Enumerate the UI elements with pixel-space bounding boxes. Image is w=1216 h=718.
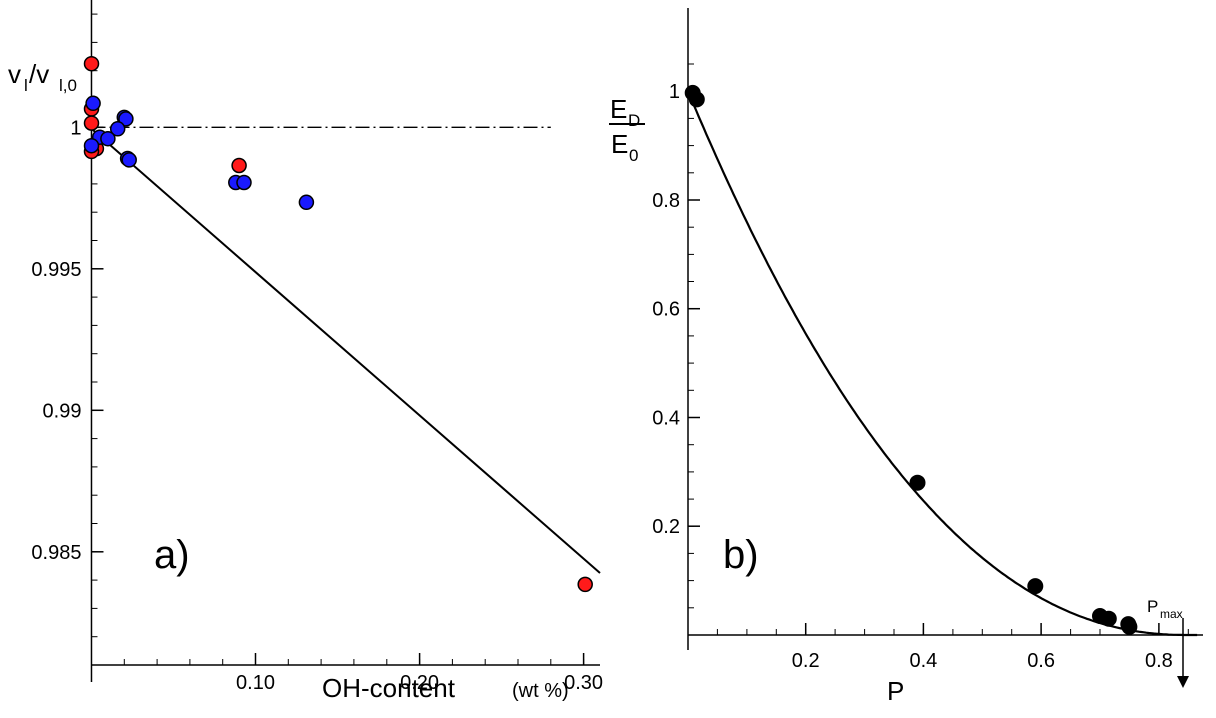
panel-b-ylabel-den-sub: 0: [629, 146, 638, 165]
panel-a-blue-point: [83, 137, 100, 154]
panel-b: 0.2 0.4 0.6 0.8 1 0.2 0.4 0.6 0.8: [652, 8, 1203, 672]
panel-a-blue-point: [298, 194, 315, 211]
panel-a-xlabel: OH-content: [322, 673, 456, 703]
panel-a-x-tick-label: 0.20: [400, 672, 439, 694]
panel-a-blue-point: [118, 111, 134, 127]
panel-b-x-tick-label: 0.6: [1027, 650, 1055, 672]
panel-a-blue-point: [121, 152, 137, 168]
panel-a-blue-point: [236, 174, 252, 191]
panel-a-red-point: [83, 115, 100, 131]
panel-a-y-tick-label: 0.99: [43, 400, 82, 422]
panel-b-y-tick-label: 0.2: [652, 516, 680, 538]
panel-a-fit-line: [90, 128, 601, 574]
panel-b-x-tick-label: 0.8: [1145, 650, 1173, 672]
pmax-annotation: P max: [1147, 597, 1189, 688]
panel-b-ylabel-num-sub: D: [628, 111, 640, 130]
panel-a-blue-point: [100, 130, 116, 147]
panel-a-ylabel-denom-sub: l,0: [59, 76, 77, 95]
panel-a-blue-point: [85, 95, 101, 112]
panel-a-x-tick-label: 0.10: [236, 672, 275, 694]
panel-a: 0.985 0.99 0.995 1 0.10 0.20 0.30: [31, 0, 603, 694]
panel-b-point: [1100, 610, 1117, 627]
panel-b-xlabel: P: [887, 676, 904, 706]
panel-a-red-point: [577, 576, 593, 593]
panel-b-ylabel-num: E: [610, 94, 627, 124]
panel-b-point: [688, 91, 705, 108]
panel-b-y-tick-label: 0.4: [652, 408, 680, 430]
panel-b-point: [909, 474, 926, 491]
panel-a-ylabel-sub: l: [24, 76, 28, 95]
panel-a-y-tick-label: 0.995: [31, 259, 81, 281]
panel-a-y-tick-label: 0.985: [31, 542, 81, 564]
panel-a-y-tick-label: 1: [70, 117, 81, 139]
panel-b-y-tick-label: 1: [669, 81, 680, 103]
pmax-label: P: [1147, 597, 1158, 616]
panel-b-x-tick-label: 0.2: [792, 650, 820, 672]
panel-a-blue-point: [109, 121, 126, 137]
panel-a-x-tick-label: 0.30: [564, 672, 603, 694]
panel-a-ylabel-denom: /v: [29, 59, 49, 89]
panel-a-red-point: [231, 157, 247, 174]
panel-b-y-tick-label: 0.6: [652, 299, 680, 321]
panel-a-ylabel-main: v: [8, 59, 21, 89]
pmax-arrow-head: [1177, 676, 1189, 688]
panel-b-y-tick-label: 0.8: [652, 190, 680, 212]
panel-a-red-point: [83, 55, 100, 72]
panel-a-label: a): [154, 533, 190, 577]
panel-b-fit-curve: [692, 104, 1198, 637]
panel-b-ylabel: E D E 0: [609, 94, 645, 165]
panel-a-ylabel: v l /v l,0: [8, 59, 77, 95]
panel-b-point: [1121, 618, 1138, 635]
pmax-label-sub: max: [1160, 607, 1183, 621]
panel-b-ylabel-den: E: [611, 129, 628, 159]
panel-b-label: b): [723, 533, 759, 577]
panel-a-xlabel-unit: (wt %): [512, 680, 569, 702]
panel-b-point: [1027, 578, 1044, 595]
panel-b-x-tick-label: 0.4: [909, 650, 937, 672]
